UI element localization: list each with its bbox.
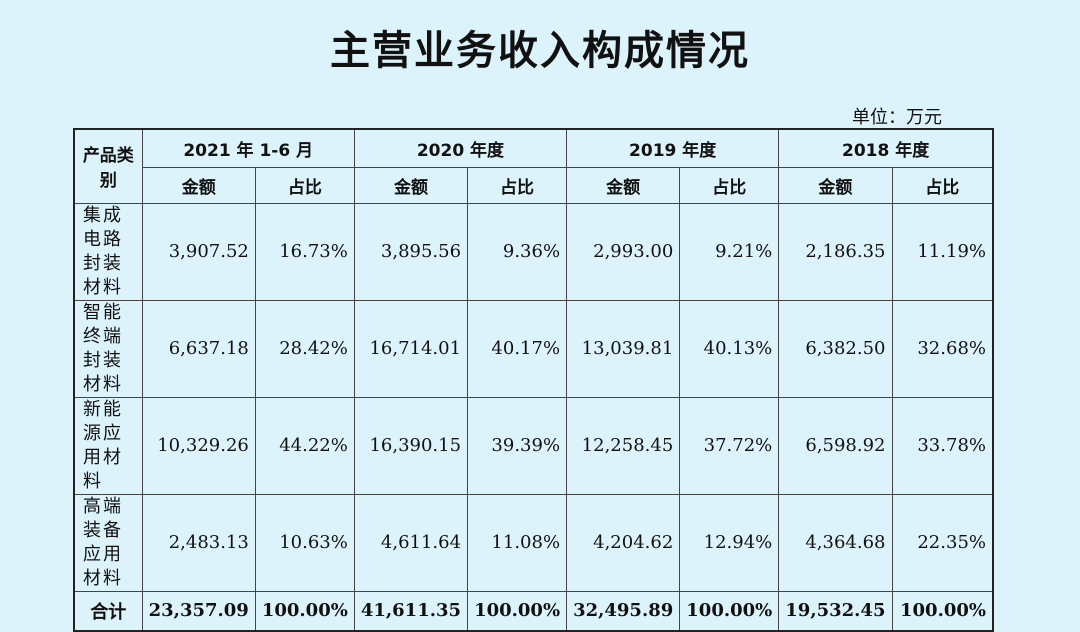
- ratio-cell: 33.78%: [891, 396, 994, 495]
- amount-header: 金额: [778, 166, 893, 204]
- ratio-cell: 37.72%: [679, 396, 780, 495]
- category-cell: 集成电路封装材料: [73, 202, 143, 301]
- total-ratio-cell: 100.00%: [679, 590, 780, 631]
- year-header: 2019 年度: [566, 128, 780, 168]
- amount-cell: 12,258.45: [566, 396, 681, 495]
- ratio-cell: 16.73%: [254, 202, 355, 301]
- amount-cell: 2,993.00: [566, 202, 681, 301]
- amount-cell: 10,329.26: [141, 396, 256, 495]
- revenue-table: 产品类别 2021 年 1-6 月 2020 年度 2019 年度 2018 年…: [73, 128, 994, 632]
- total-ratio-cell: 100.00%: [891, 590, 994, 631]
- category-header: 产品类别: [73, 128, 143, 204]
- table-row: 智能终端封装材料 6,637.18 28.42% 16,714.01 40.17% 13,…: [73, 299, 994, 398]
- ratio-cell: 12.94%: [679, 493, 780, 592]
- ratio-cell: 40.17%: [467, 299, 568, 398]
- ratio-cell: 10.63%: [254, 493, 355, 592]
- ratio-cell: 11.08%: [467, 493, 568, 592]
- category-cell: 高端装备应用材料: [73, 493, 143, 592]
- ratio-header: 占比: [679, 166, 780, 204]
- amount-cell: 16,390.15: [353, 396, 469, 495]
- total-amount-cell: 23,357.09: [141, 590, 256, 631]
- amount-cell: 4,611.64: [353, 493, 469, 592]
- amount-cell: 2,483.13: [141, 493, 256, 592]
- ratio-cell: 39.39%: [467, 396, 568, 495]
- amount-cell: 2,186.35: [778, 202, 893, 301]
- amount-cell: 3,895.56: [353, 202, 469, 301]
- amount-cell: 4,204.62: [566, 493, 681, 592]
- table-row: 集成电路封装材料 3,907.52 16.73% 3,895.56 9.36% 2,993…: [73, 202, 994, 301]
- amount-cell: 6,598.92: [778, 396, 893, 495]
- ratio-cell: 22.35%: [891, 493, 994, 592]
- total-row: 合计 23,357.09 100.00% 41,611.35 100.00% 32,495…: [73, 590, 994, 631]
- ratio-cell: 9.21%: [679, 202, 780, 301]
- total-amount-cell: 41,611.35: [353, 590, 469, 631]
- total-ratio-cell: 100.00%: [467, 590, 568, 631]
- year-header: 2021 年 1-6 月: [141, 128, 355, 168]
- ratio-cell: 32.68%: [891, 299, 994, 398]
- amount-header: 金额: [566, 166, 681, 204]
- unit-label: 单位：万元: [852, 107, 942, 128]
- category-cell: 智能终端封装材料: [73, 299, 143, 398]
- amount-header: 金额: [141, 166, 256, 204]
- year-header: 2018 年度: [778, 128, 994, 168]
- ratio-cell: 44.22%: [254, 396, 355, 495]
- amount-cell: 6,637.18: [141, 299, 256, 398]
- ratio-cell: 40.13%: [679, 299, 780, 398]
- amount-cell: 16,714.01: [353, 299, 469, 398]
- total-amount-cell: 32,495.89: [566, 590, 681, 631]
- amount-cell: 13,039.81: [566, 299, 681, 398]
- year-header: 2020 年度: [353, 128, 568, 168]
- total-ratio-cell: 100.00%: [254, 590, 355, 631]
- page-title: 主营业务收入构成情况: [330, 28, 750, 74]
- ratio-cell: 11.19%: [891, 202, 994, 301]
- ratio-cell: 28.42%: [254, 299, 355, 398]
- category-cell: 新能源应用材料: [73, 396, 143, 495]
- ratio-header: 占比: [467, 166, 568, 204]
- ratio-header: 占比: [891, 166, 994, 204]
- ratio-cell: 9.36%: [467, 202, 568, 301]
- amount-cell: 6,382.50: [778, 299, 893, 398]
- amount-cell: 3,907.52: [141, 202, 256, 301]
- total-amount-cell: 19,532.45: [778, 590, 893, 631]
- amount-cell: 4,364.68: [778, 493, 893, 592]
- amount-header: 金额: [353, 166, 469, 204]
- table-row: 新能源应用材料 10,329.26 44.22% 16,390.15 39.39% 12,…: [73, 396, 994, 495]
- table-row: 高端装备应用材料 2,483.13 10.63% 4,611.64 11.08% 4,20…: [73, 493, 994, 592]
- ratio-header: 占比: [254, 166, 355, 204]
- total-label: 合计: [73, 590, 143, 631]
